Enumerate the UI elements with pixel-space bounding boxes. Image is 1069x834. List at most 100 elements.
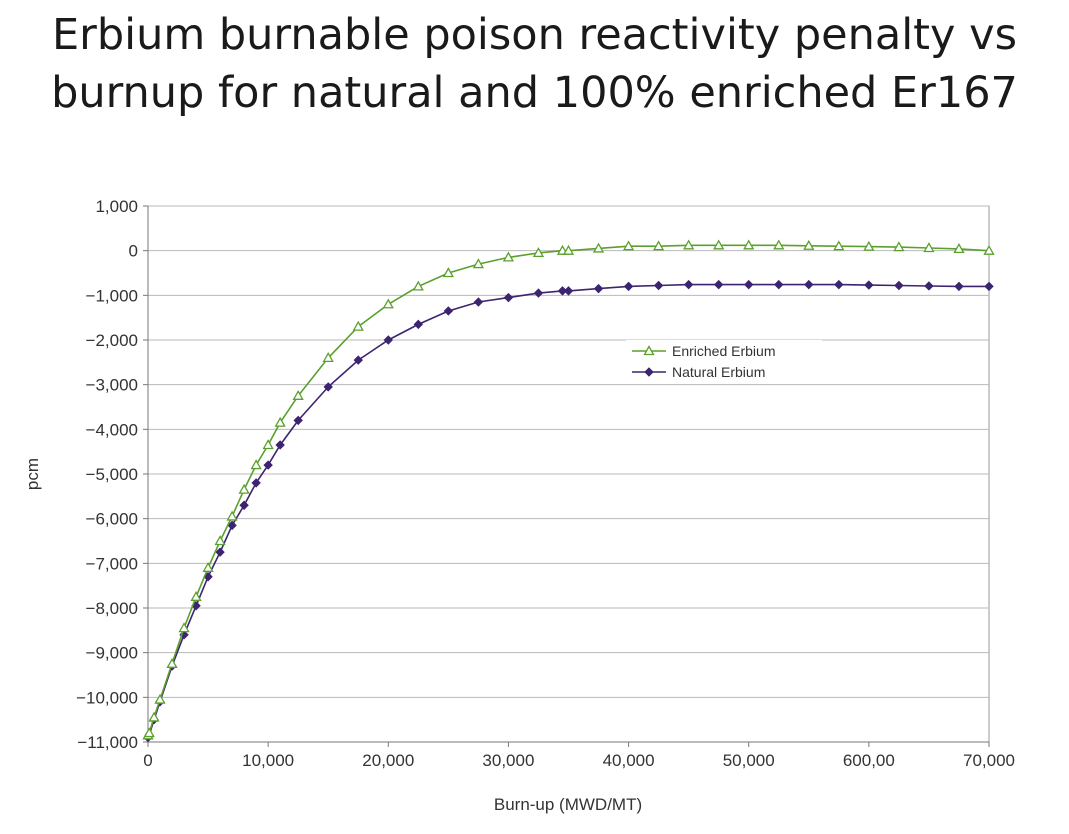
- natural-erbium-point: [353, 355, 363, 365]
- enriched-erbium-point: [274, 416, 286, 427]
- y-axis-ticks: 1,000 0 −1,000 −2,000 −3,000 −4,000 −5,000 −6,0…: [76, 197, 149, 752]
- x-tick-label: 50,000: [723, 751, 775, 770]
- natural-erbium-point: [984, 281, 994, 292]
- enriched-erbium-point: [442, 267, 454, 278]
- enriched-erbium-point: [202, 561, 214, 572]
- enriched-erbium-point: [502, 251, 515, 262]
- enriched-erbium-point: [983, 244, 995, 255]
- natural-erbium-point: [215, 547, 225, 557]
- x-tick-label: 600,00: [843, 751, 895, 770]
- enriched-erbium-point: [773, 239, 785, 250]
- legend: Enriched Erbium Natural Erbium: [626, 340, 822, 382]
- legend-label-enriched-erbium: Enriched Erbium: [672, 343, 776, 359]
- y-tick-label: −10,000: [76, 688, 138, 707]
- y-tick-label: −8,000: [86, 599, 138, 618]
- enriched-erbium-point: [143, 727, 155, 738]
- natural-erbium-point: [563, 286, 574, 296]
- enriched-erbium-point: [863, 240, 875, 251]
- natural-erbium-point: [473, 297, 484, 307]
- legend-marker-enriched-erbium: [643, 345, 655, 356]
- y-tick-label: −6,000: [86, 510, 138, 529]
- enriched-erbium-point: [562, 244, 575, 255]
- series-natural-erbium: [143, 279, 994, 743]
- x-axis-ticks: 0 10,000 20,000 30,000 40,000 50,000 600,00 70,…: [143, 741, 1015, 770]
- x-axis-label: Burn-up (MWD/MT): [494, 795, 642, 814]
- title-line-1: Erbium burnable poison reactivity penalt…: [51, 10, 1017, 60]
- enriched-erbium-point: [226, 510, 238, 521]
- natural-erbium-point: [251, 478, 261, 488]
- x-tick-label: 20,000: [362, 751, 414, 770]
- enriched-erbium-point: [893, 241, 905, 252]
- natural-erbium-point: [774, 279, 784, 290]
- enriched-erbium-point: [178, 622, 190, 633]
- enriched-erbium-point: [592, 242, 605, 253]
- enriched-erbium-point: [238, 483, 250, 494]
- x-tick-label: 70,000: [963, 751, 1015, 770]
- x-tick-label: 10,000: [242, 751, 294, 770]
- natural-erbium-point: [383, 335, 393, 345]
- y-tick-label: −4,000: [86, 420, 138, 439]
- natural-erbium-point: [275, 440, 285, 450]
- natural-erbium-point: [744, 279, 754, 290]
- natural-erbium-point: [894, 280, 904, 291]
- natural-erbium-point: [533, 288, 544, 298]
- natural-erbium-point: [954, 281, 964, 292]
- enriched-erbium-point: [148, 711, 160, 722]
- enriched-erbium-point: [382, 298, 394, 309]
- enriched-erbium-point: [532, 247, 545, 258]
- natural-erbium-point: [713, 279, 724, 290]
- y-tick-label: −3,000: [86, 376, 138, 395]
- natural-erbium-point: [239, 500, 249, 510]
- legend-label-natural-erbium: Natural Erbium: [672, 364, 765, 380]
- enriched-erbium-point: [803, 239, 815, 250]
- title-line-2: burnup for natural and 100% enriched Er1…: [51, 68, 1018, 118]
- y-tick-label: −9,000: [86, 644, 138, 663]
- natural-erbium-point: [443, 306, 454, 316]
- enriched-erbium-point: [472, 258, 485, 269]
- natural-erbium-point: [804, 279, 814, 290]
- enriched-erbium-point: [322, 352, 334, 363]
- y-tick-label: −7,000: [86, 554, 138, 573]
- enriched-erbium-point: [683, 239, 695, 250]
- enriched-erbium-point: [743, 239, 755, 250]
- slide-title: Erbium burnable poison reactivity penalt…: [0, 6, 1069, 122]
- natural-erbium-point: [683, 279, 694, 290]
- x-tick-label: 30,000: [482, 751, 534, 770]
- enriched-erbium-point: [262, 439, 274, 450]
- enriched-erbium-point: [713, 239, 725, 250]
- enriched-erbium-point: [190, 591, 202, 601]
- enriched-erbium-point: [622, 240, 635, 251]
- series-enriched-erbium: [142, 239, 995, 740]
- enriched-erbium-point: [250, 459, 262, 470]
- legend-marker-natural-erbium: [644, 367, 654, 377]
- enriched-erbium-point: [652, 240, 665, 251]
- x-tick-label: 0: [143, 751, 152, 770]
- y-tick-label: −11,000: [77, 733, 138, 752]
- natural-erbium-point: [503, 292, 514, 303]
- natural-erbium-point: [413, 319, 424, 330]
- y-tick-label: −2,000: [86, 331, 138, 350]
- enriched-erbium-point: [154, 693, 166, 704]
- enriched-erbium-point: [833, 240, 845, 251]
- y-tick-label: −5,000: [86, 465, 138, 484]
- legend-box: [626, 340, 822, 382]
- enriched-erbium-point: [923, 242, 935, 253]
- natural-erbium-point: [623, 281, 634, 292]
- enriched-erbium-point: [412, 280, 424, 291]
- natural-erbium-point: [293, 415, 303, 426]
- natural-erbium-point: [227, 520, 237, 531]
- enriched-erbium-point: [166, 658, 178, 668]
- natural-erbium-point: [593, 283, 604, 294]
- series-group: [142, 239, 995, 743]
- natural-erbium-point: [653, 280, 664, 291]
- natural-erbium-point: [864, 280, 874, 290]
- natural-erbium-point: [924, 281, 934, 291]
- enriched-erbium-point: [352, 320, 364, 331]
- enriched-erbium-point: [214, 535, 226, 546]
- enriched-erbium-point: [953, 243, 965, 254]
- enriched-erbium-point: [292, 390, 304, 400]
- y-tick-label: 1,000: [95, 197, 138, 216]
- natural-erbium-point: [834, 279, 844, 290]
- y-tick-label: 0: [129, 242, 138, 261]
